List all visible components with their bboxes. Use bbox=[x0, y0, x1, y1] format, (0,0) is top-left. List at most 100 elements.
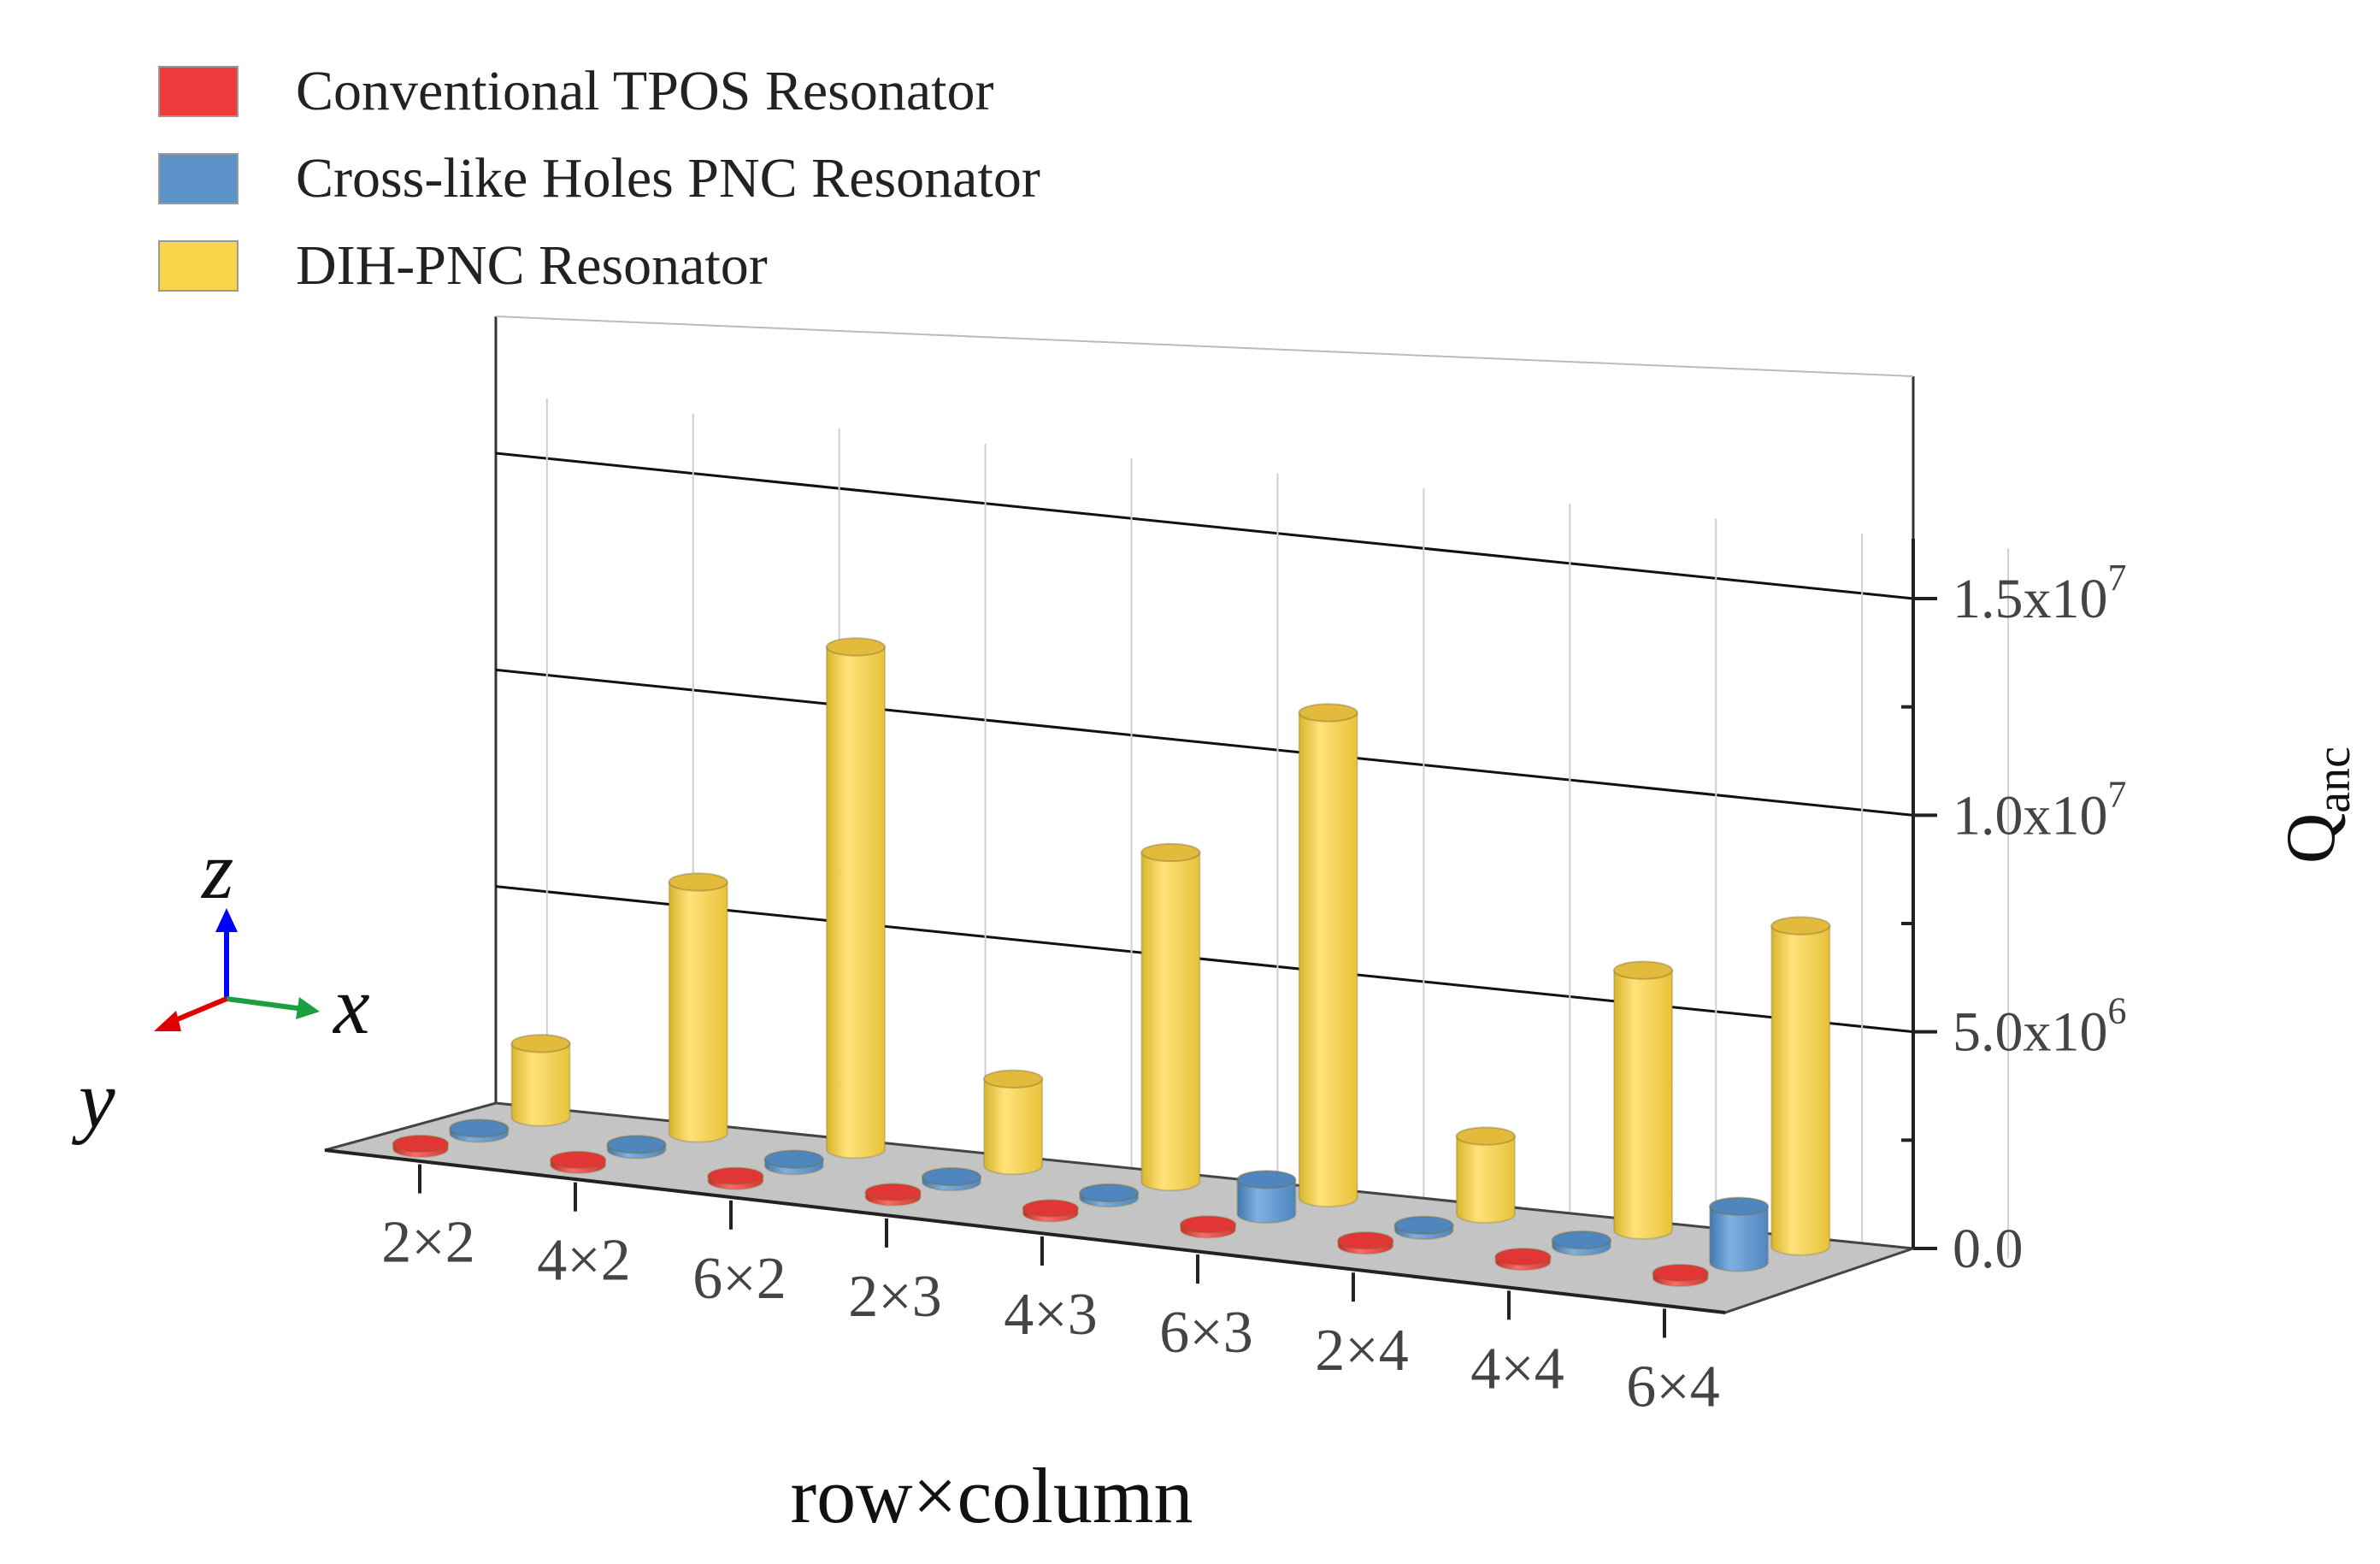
bar-dih-pnc-cap bbox=[1613, 960, 1674, 980]
bar-conventional-tpos bbox=[1337, 1231, 1394, 1255]
category-tick-label: 4×3 bbox=[1004, 1282, 1097, 1348]
bar-dih-pnc-body bbox=[1140, 851, 1201, 1192]
category-tick-label: 4×2 bbox=[537, 1228, 630, 1294]
legend-label-tpos: Conventional TPOS Resonator bbox=[296, 60, 993, 122]
bar-dih-pnc bbox=[1455, 1126, 1516, 1224]
bar-cross-like-holes bbox=[449, 1118, 510, 1143]
value-axis-title-sub: anc bbox=[2307, 747, 2360, 813]
legend-label-cross: Cross-like Holes PNC Resonator bbox=[296, 147, 1040, 210]
tick-label-base: 1.5x10 bbox=[1953, 568, 2108, 630]
tick-label-base: 5.0x10 bbox=[1953, 1001, 2108, 1064]
bar-cross-like-holes bbox=[1551, 1230, 1611, 1256]
back-wall-top-edge bbox=[495, 316, 1914, 377]
bar-dih-pnc-body bbox=[1455, 1135, 1516, 1224]
bar-dih-pnc bbox=[1298, 703, 1358, 1208]
bar-dih-pnc bbox=[510, 1034, 571, 1127]
tick-label-exponent: 6 bbox=[2108, 990, 2127, 1032]
bar-conventional-tpos-cap bbox=[1337, 1231, 1394, 1250]
gridline-major bbox=[495, 451, 1914, 600]
bar-conventional-tpos bbox=[550, 1150, 607, 1174]
bar-conventional-tpos-cap bbox=[864, 1183, 922, 1201]
value-axis-tick-label: 0.0 bbox=[1953, 1218, 2024, 1280]
bar-conventional-tpos-cap bbox=[392, 1134, 449, 1154]
category-axis-title: row×column bbox=[791, 1452, 1193, 1539]
legend-swatch-yellow bbox=[158, 240, 239, 292]
category-tick-label: 2×4 bbox=[1315, 1318, 1408, 1384]
category-tick-label: 2×2 bbox=[381, 1210, 474, 1276]
triad-x-arrow-icon bbox=[296, 997, 320, 1019]
bar-dih-pnc-body bbox=[1770, 924, 1831, 1256]
value-axis-tick-label: 5.0x106 bbox=[1953, 990, 2127, 1064]
bar-cross-like-holes-body bbox=[1236, 1178, 1297, 1225]
category-tick-label: 6×4 bbox=[1626, 1354, 1719, 1419]
bar-cross-like-holes-cap bbox=[1709, 1196, 1770, 1216]
gridline-major bbox=[495, 885, 1914, 1034]
value-axis-tick-label: 1.5x107 bbox=[1953, 557, 2127, 630]
gridlines bbox=[495, 398, 2010, 1259]
bar-dih-pnc-cap bbox=[1455, 1126, 1516, 1146]
bar-dih-pnc-cap bbox=[983, 1069, 1044, 1089]
axis-triad: z x y bbox=[71, 824, 370, 1145]
gridline-major bbox=[495, 668, 1914, 817]
bar-cross-like-holes-body bbox=[1709, 1205, 1770, 1272]
bar-dih-pnc-cap bbox=[1140, 842, 1201, 863]
triad-y-line bbox=[168, 996, 228, 1025]
category-tick-label: 2×3 bbox=[848, 1264, 941, 1330]
bar-dih-pnc bbox=[668, 872, 728, 1143]
bar-cross-like-holes-cap bbox=[1236, 1170, 1297, 1189]
bar-conventional-tpos-cap bbox=[1022, 1199, 1079, 1218]
bar-dih-pnc-body bbox=[1613, 969, 1674, 1240]
bar-dih-pnc-body bbox=[668, 881, 728, 1143]
bar-dih-pnc-body bbox=[983, 1077, 1044, 1176]
bar-conventional-tpos-cap bbox=[1180, 1215, 1237, 1234]
category-tick-label: 6×3 bbox=[1159, 1300, 1252, 1366]
tick-label-base: 0.0 bbox=[1953, 1218, 2024, 1280]
tick-label-exponent: 7 bbox=[2108, 557, 2127, 599]
bar-dih-pnc bbox=[1140, 842, 1201, 1192]
bar-cross-like-holes-cap bbox=[763, 1149, 824, 1169]
category-tick-label: 6×2 bbox=[692, 1246, 786, 1312]
bar-conventional-tpos bbox=[707, 1166, 764, 1190]
tick-label-base: 1.0x10 bbox=[1953, 784, 2108, 847]
bar-cross-like-holes bbox=[606, 1135, 667, 1160]
legend-label-dih: DIH-PNC Resonator bbox=[296, 234, 768, 297]
bar-conventional-tpos bbox=[1022, 1199, 1079, 1223]
bar-cross-like-holes-cap bbox=[1551, 1230, 1611, 1250]
bar-cross-like-holes-cap bbox=[449, 1118, 510, 1138]
bar-dih-pnc-cap bbox=[1298, 703, 1358, 723]
bar-conventional-tpos-cap bbox=[550, 1150, 607, 1169]
value-axis-title: Qanc bbox=[2271, 747, 2360, 864]
bar-dih-pnc-body bbox=[1298, 711, 1358, 1208]
bar-conventional-tpos bbox=[1652, 1263, 1709, 1288]
bar-dih-pnc-cap bbox=[1770, 916, 1831, 935]
x-axis: 2×2 4×2 6×2 2×3 4×3 6×3 2×4 4×4 6×4 bbox=[381, 1164, 1720, 1419]
bar-cross-like-holes bbox=[1236, 1170, 1297, 1225]
bars bbox=[392, 637, 1831, 1288]
value-axis-tick-label: 1.0x107 bbox=[1953, 773, 2127, 847]
value-axis-title-main: Q bbox=[2271, 813, 2349, 864]
triad-y-label: y bbox=[71, 1053, 115, 1145]
bar-conventional-tpos-cap bbox=[1652, 1263, 1709, 1283]
legend: Conventional TPOS Resonator Cross-like H… bbox=[158, 60, 1040, 297]
triad-z-arrow-icon bbox=[215, 908, 238, 932]
bar-dih-pnc-cap bbox=[668, 872, 728, 892]
bar-cross-like-holes bbox=[1393, 1215, 1454, 1240]
bar-cross-like-holes-cap bbox=[606, 1135, 667, 1154]
bar-dih-pnc bbox=[825, 637, 886, 1160]
bar-dih-pnc-body bbox=[510, 1042, 571, 1127]
bar-dih-pnc-body bbox=[825, 646, 886, 1160]
bar-conventional-tpos bbox=[864, 1183, 922, 1207]
triad-z-label: z bbox=[200, 824, 233, 916]
bar-dih-pnc bbox=[1613, 960, 1674, 1240]
bar-cross-like-holes bbox=[921, 1166, 981, 1192]
bar-cross-like-holes bbox=[1079, 1183, 1140, 1208]
bar-cross-like-holes bbox=[1709, 1196, 1770, 1272]
legend-swatch-red bbox=[158, 66, 239, 117]
tick-label-exponent: 7 bbox=[2108, 773, 2127, 815]
bar-cross-like-holes-cap bbox=[1079, 1183, 1140, 1203]
bar-conventional-tpos bbox=[1494, 1248, 1552, 1272]
bar-cross-like-holes bbox=[763, 1149, 824, 1176]
